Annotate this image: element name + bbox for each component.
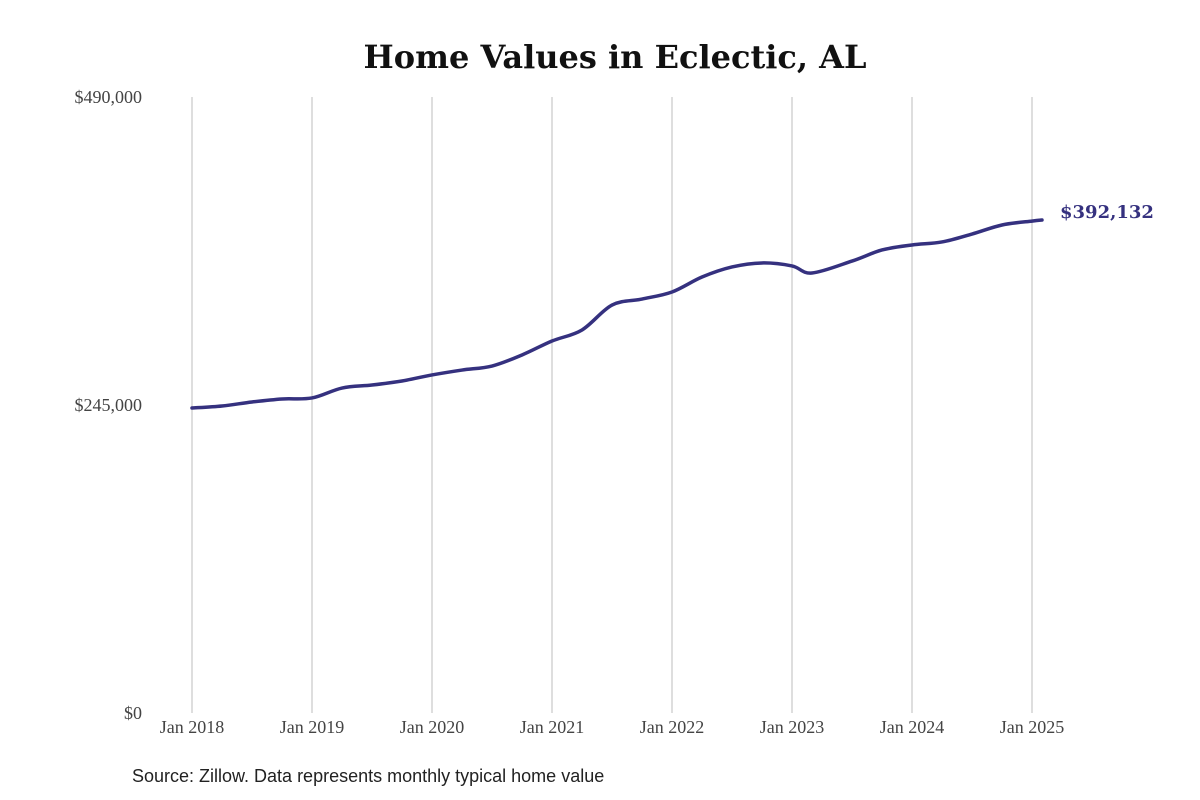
source-note: Source: Zillow. Data represents monthly …: [132, 766, 604, 786]
x-tick-label: Jan 2019: [280, 717, 345, 737]
x-tick-label: Jan 2020: [400, 717, 465, 737]
y-tick-label: $0: [124, 703, 142, 723]
x-tick-label: Jan 2022: [640, 717, 705, 737]
y-tick-label: $490,000: [75, 87, 143, 107]
chart-title: Home Values in Eclectic, AL: [364, 38, 867, 76]
x-tick-label: Jan 2024: [880, 717, 945, 737]
end-value-label: $392,132: [1060, 202, 1154, 223]
x-tick-label: Jan 2023: [760, 717, 825, 737]
series-line: [190, 218, 1044, 410]
y-tick-label: $245,000: [75, 395, 143, 415]
x-tick-label: Jan 2021: [520, 717, 585, 737]
x-tick-label: Jan 2018: [160, 717, 225, 737]
x-tick-label: Jan 2025: [1000, 717, 1065, 737]
